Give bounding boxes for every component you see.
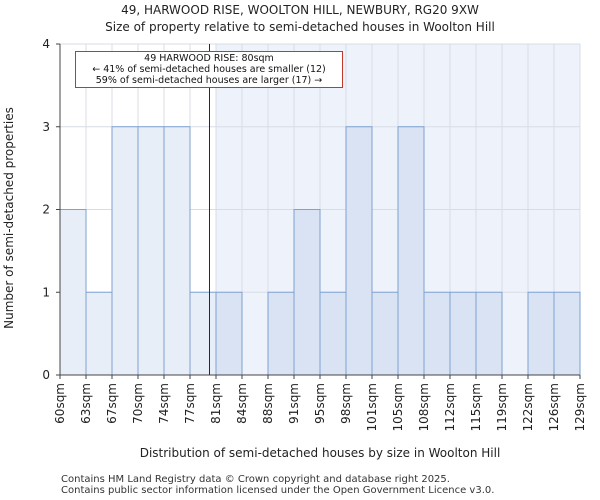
x-tick-label: 115sqm [469, 383, 483, 431]
histogram-bar [267, 291, 295, 376]
property-annotation: 49 HARWOOD RISE: 80sqm ← 41% of semi-det… [75, 51, 343, 88]
chart-title-address: 49, HARWOOD RISE, WOOLTON HILL, NEWBURY,… [121, 3, 479, 17]
x-tick-label: 84sqm [235, 383, 249, 424]
y-tick-label: 4 [42, 37, 50, 51]
x-tick-label: 126sqm [547, 383, 561, 431]
y-tick-label: 1 [42, 285, 50, 299]
x-tick-label: 98sqm [339, 383, 353, 424]
y-tick-label: 2 [42, 203, 50, 217]
histogram-bar [163, 126, 191, 376]
histogram-bar [553, 291, 581, 376]
x-axis-label: Distribution of semi-detached houses by … [140, 446, 501, 460]
y-tick-label: 0 [42, 368, 50, 382]
histogram-bar [189, 291, 217, 376]
x-tick-label: 63sqm [79, 383, 93, 424]
x-tick-label: 91sqm [287, 383, 301, 424]
histogram-bar [111, 126, 139, 376]
x-tick-label: 101sqm [365, 383, 379, 431]
x-tick-label: 88sqm [261, 383, 275, 424]
histogram-bar [137, 126, 165, 376]
footer-copyright: Contains HM Land Registry data © Crown c… [61, 474, 450, 485]
x-tick-label: 105sqm [391, 383, 405, 431]
footer-licence: Contains public sector information licen… [61, 485, 495, 496]
x-tick-label: 112sqm [443, 383, 457, 431]
x-tick-label: 70sqm [131, 383, 145, 424]
histogram-bar [423, 291, 451, 376]
histogram-bar [59, 209, 87, 376]
annotation-smaller: ← 41% of semi-detached houses are smalle… [92, 64, 326, 75]
histogram-bar [397, 126, 425, 376]
annotation-larger: 59% of semi-detached houses are larger (… [95, 75, 323, 86]
x-tick-label: 77sqm [183, 383, 197, 424]
y-axis-label: Number of semi-detached properties [2, 107, 16, 329]
histogram-bar [527, 291, 555, 376]
histogram-bar [449, 291, 477, 376]
y-tick-label: 3 [42, 120, 50, 134]
x-tick-label: 122sqm [521, 383, 535, 431]
x-tick-label: 67sqm [105, 383, 119, 424]
x-tick-label: 60sqm [53, 383, 67, 424]
histogram-bar [345, 126, 373, 376]
histogram-bar [293, 209, 321, 376]
histogram-bar [371, 291, 399, 376]
histogram-bar [85, 291, 113, 376]
histogram-bar [319, 291, 347, 376]
x-tick-label: 95sqm [313, 383, 327, 424]
histogram-bar [475, 291, 503, 376]
x-tick-label: 74sqm [157, 383, 171, 424]
x-tick-label: 129sqm [573, 383, 587, 431]
annotation-property-size: 49 HARWOOD RISE: 80sqm [144, 53, 274, 64]
x-tick-label: 119sqm [495, 383, 509, 431]
x-tick-label: 81sqm [209, 383, 223, 424]
chart-title: Size of property relative to semi-detach… [105, 20, 495, 34]
histogram-bar [215, 291, 243, 376]
x-tick-label: 108sqm [417, 383, 431, 431]
